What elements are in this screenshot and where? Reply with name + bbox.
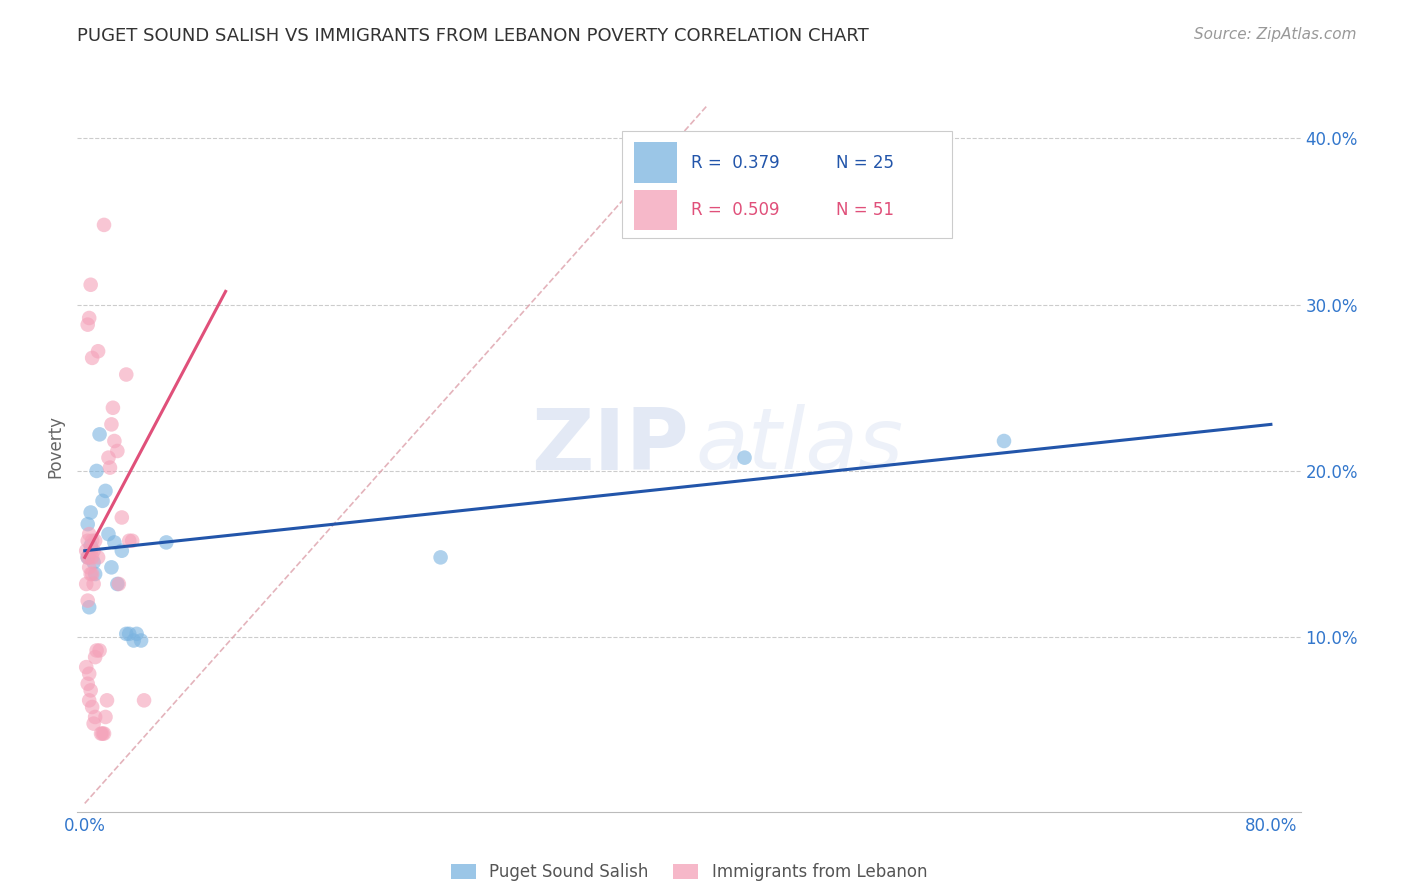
Point xyxy=(77,550,100,565)
Point xyxy=(76,318,98,332)
Point xyxy=(76,550,98,565)
Point xyxy=(76,533,98,548)
Point xyxy=(111,543,134,558)
Y-axis label: Poverty: Poverty xyxy=(46,415,65,477)
Text: N = 51: N = 51 xyxy=(835,201,894,219)
Point xyxy=(115,627,138,641)
Point xyxy=(79,683,101,698)
Point xyxy=(76,550,98,565)
Point xyxy=(93,726,115,740)
Point xyxy=(76,676,98,690)
Point xyxy=(84,567,107,582)
Point xyxy=(82,550,104,565)
Point xyxy=(91,493,114,508)
Text: ZIP: ZIP xyxy=(531,404,689,488)
Point xyxy=(75,660,97,674)
Text: atlas: atlas xyxy=(695,404,903,488)
Point xyxy=(86,464,108,478)
FancyBboxPatch shape xyxy=(634,143,676,183)
Point xyxy=(79,543,101,558)
Point xyxy=(77,600,100,615)
Point xyxy=(96,693,118,707)
Point xyxy=(103,535,125,549)
Text: R =  0.509: R = 0.509 xyxy=(692,201,780,219)
Point xyxy=(76,593,98,607)
Text: N = 25: N = 25 xyxy=(835,153,894,171)
Point xyxy=(111,510,134,524)
Point xyxy=(87,550,110,565)
Point xyxy=(76,517,98,532)
Point xyxy=(122,633,145,648)
Point xyxy=(100,417,122,432)
Point xyxy=(103,434,125,448)
Point xyxy=(118,627,141,641)
Text: Source: ZipAtlas.com: Source: ZipAtlas.com xyxy=(1194,27,1357,42)
Point xyxy=(93,218,115,232)
Point xyxy=(108,577,131,591)
Point xyxy=(89,427,111,442)
Point xyxy=(82,567,104,582)
Point xyxy=(79,277,101,292)
Point xyxy=(77,693,100,707)
Point xyxy=(101,401,124,415)
Point xyxy=(993,434,1015,448)
Point xyxy=(75,577,97,591)
Point xyxy=(125,627,148,641)
Point xyxy=(734,450,756,465)
Point xyxy=(155,535,177,549)
Text: R =  0.379: R = 0.379 xyxy=(692,153,780,171)
Point xyxy=(77,527,100,541)
Point xyxy=(89,643,111,657)
Point xyxy=(94,710,117,724)
Point xyxy=(83,716,105,731)
Point xyxy=(83,577,105,591)
Point xyxy=(82,700,104,714)
Point xyxy=(429,550,451,565)
Point xyxy=(75,543,97,558)
Point xyxy=(105,577,128,591)
FancyBboxPatch shape xyxy=(621,131,952,237)
Point xyxy=(77,560,100,574)
Point xyxy=(79,539,101,553)
Point xyxy=(105,444,128,458)
Point xyxy=(97,527,120,541)
Point xyxy=(82,533,104,548)
Point xyxy=(84,710,107,724)
Point xyxy=(77,666,100,681)
Point xyxy=(79,567,101,582)
Point xyxy=(86,643,108,657)
Point xyxy=(77,311,100,326)
Point xyxy=(82,351,104,365)
Point xyxy=(84,533,107,548)
Point xyxy=(83,543,105,558)
Point xyxy=(98,460,121,475)
Point xyxy=(91,726,114,740)
Point xyxy=(97,450,120,465)
Point xyxy=(84,650,107,665)
Point xyxy=(87,344,110,359)
Point xyxy=(115,368,138,382)
Point xyxy=(79,506,101,520)
Point xyxy=(94,483,117,498)
Point xyxy=(121,533,143,548)
Legend: Puget Sound Salish, Immigrants from Lebanon: Puget Sound Salish, Immigrants from Leba… xyxy=(444,856,934,888)
Point xyxy=(132,693,155,707)
Point xyxy=(129,633,152,648)
Point xyxy=(90,726,112,740)
Point xyxy=(118,533,141,548)
Point xyxy=(83,555,105,569)
FancyBboxPatch shape xyxy=(634,190,676,230)
Text: PUGET SOUND SALISH VS IMMIGRANTS FROM LEBANON POVERTY CORRELATION CHART: PUGET SOUND SALISH VS IMMIGRANTS FROM LE… xyxy=(77,27,869,45)
Point xyxy=(100,560,122,574)
